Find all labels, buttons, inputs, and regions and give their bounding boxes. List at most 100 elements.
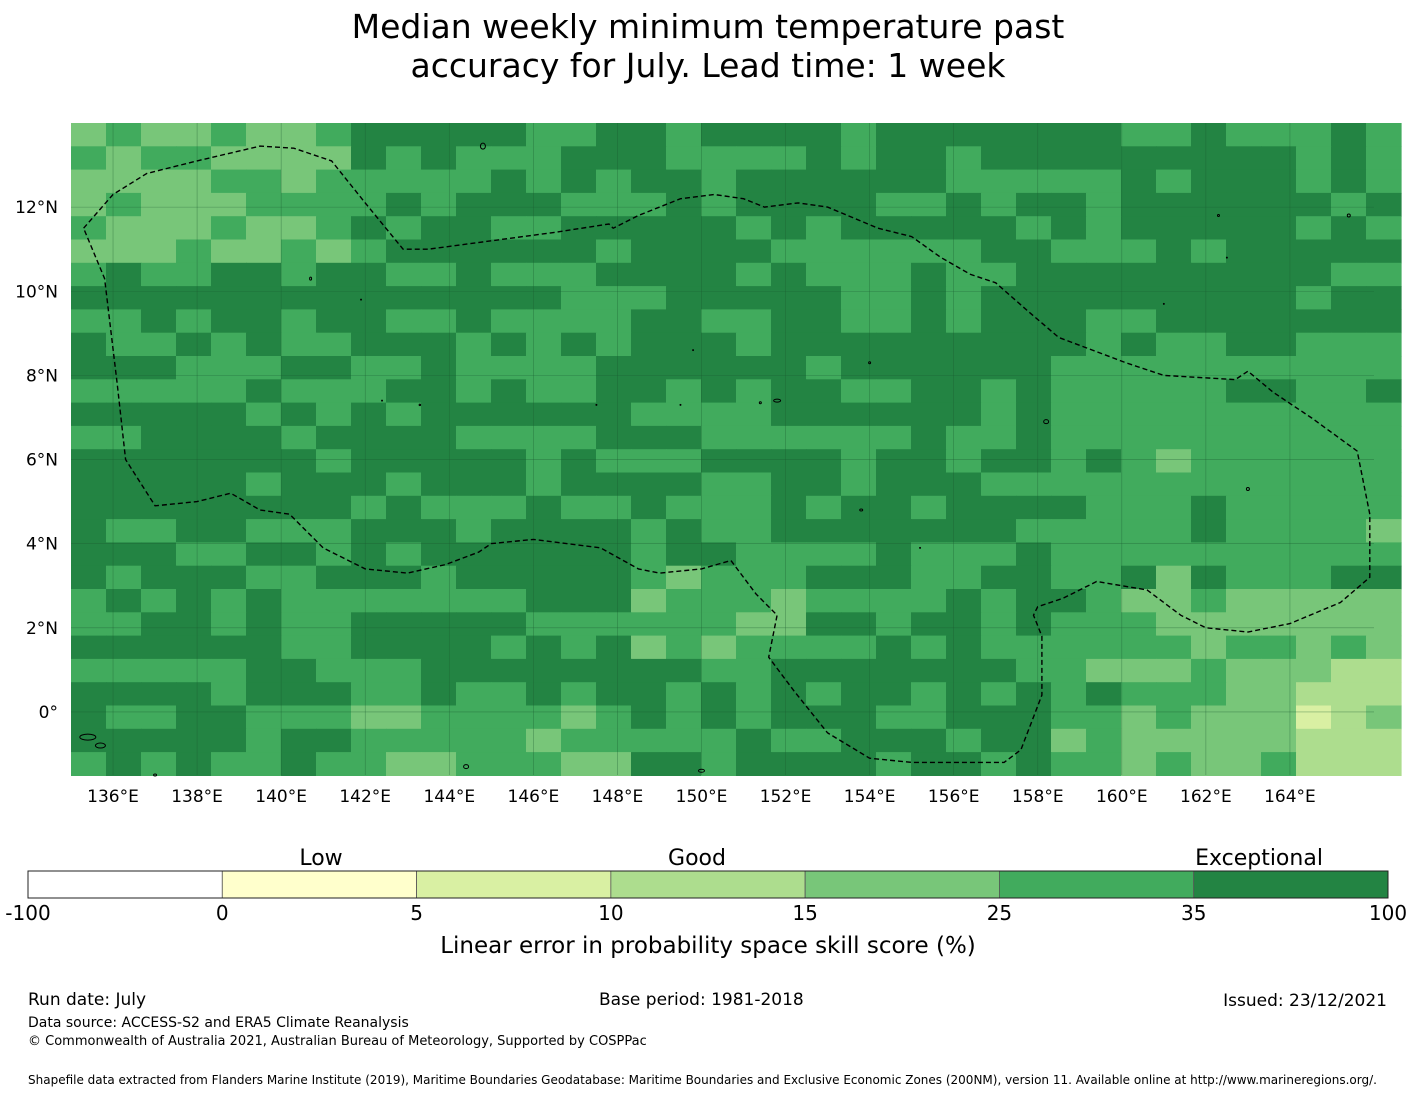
skill-cell (491, 425, 527, 450)
skill-cell (1191, 635, 1227, 660)
skill-cell (71, 472, 107, 497)
skill-cell (106, 589, 142, 613)
skill-cell (211, 356, 247, 380)
skill-cell (281, 379, 317, 404)
skill-cell (71, 589, 107, 613)
skill-cell (106, 612, 142, 637)
skill-cell (176, 612, 212, 637)
skill-cell (1366, 495, 1402, 520)
skill-cell (1016, 635, 1052, 660)
skill-cell (1261, 286, 1297, 310)
skill-cell (1086, 169, 1122, 194)
skill-cell (981, 565, 1017, 590)
skill-cell (1261, 402, 1297, 427)
skill-cell (386, 286, 422, 310)
skill-cell (701, 635, 737, 660)
skill-cell (1086, 425, 1122, 450)
skill-cell (631, 309, 667, 334)
skill-cell (1261, 728, 1297, 753)
skill-cell (386, 752, 422, 776)
skill-cell (351, 589, 387, 613)
colorbar-tick-label: 5 (410, 901, 423, 925)
skill-cell (316, 216, 352, 241)
skill-cell (106, 169, 142, 194)
skill-cell (631, 635, 667, 660)
skill-cell (561, 612, 597, 637)
skill-cell (1016, 262, 1052, 287)
skill-cell (1226, 658, 1262, 683)
skill-cell (351, 635, 387, 660)
skill-cell (771, 728, 807, 753)
skill-cell (736, 682, 772, 707)
skill-cell (71, 752, 107, 776)
skill-cell (1296, 379, 1332, 404)
skill-cell (981, 612, 1017, 637)
longitude-tick-label: 142°E (339, 787, 391, 807)
skill-cell (981, 332, 1017, 357)
skill-cell (351, 402, 387, 427)
skill-cell (176, 379, 212, 404)
skill-cell (1331, 752, 1367, 776)
skill-cell (1261, 495, 1297, 520)
skill-cell (841, 542, 877, 567)
skill-cell (771, 449, 807, 474)
skill-cell (911, 286, 947, 310)
skill-cell (1331, 658, 1367, 683)
skill-cell (1296, 425, 1332, 450)
skill-cell (316, 192, 352, 217)
skill-cell (806, 146, 842, 171)
skill-cell (246, 542, 282, 567)
skill-cell (421, 495, 457, 520)
skill-cell (386, 402, 422, 427)
skill-cell (701, 169, 737, 194)
skill-cell (946, 425, 982, 450)
latitude-tick-label: 4°N (26, 535, 58, 555)
skill-cell (666, 262, 702, 287)
skill-cell (1156, 705, 1192, 730)
skill-cell (386, 239, 422, 264)
skill-cell (141, 612, 177, 637)
skill-cell (1296, 286, 1332, 310)
skill-cell (211, 216, 247, 241)
skill-cell (841, 589, 877, 613)
skill-cell (736, 472, 772, 497)
skill-cell (981, 309, 1017, 334)
skill-cell (946, 519, 982, 543)
skill-grid-cells (71, 123, 1402, 776)
skill-cell (1366, 402, 1402, 427)
skill-cell (1331, 565, 1367, 590)
skill-cell (596, 146, 632, 171)
skill-cell (246, 752, 282, 776)
skill-cell (1191, 472, 1227, 497)
skill-cell (876, 123, 912, 147)
skill-cell (386, 565, 422, 590)
skill-cell (981, 449, 1017, 474)
skill-cell (841, 379, 877, 404)
skill-cell (141, 239, 177, 264)
skill-cell (1226, 728, 1262, 753)
longitude-ticks: 136°E 138°E 140°E 142°E 144°E 146°E 148°E 150°E… (87, 787, 1316, 807)
skill-cell (946, 262, 982, 287)
skill-cell (1296, 682, 1332, 707)
skill-cell (946, 123, 982, 147)
skill-cell (561, 169, 597, 194)
skill-cell (806, 705, 842, 730)
skill-cell (211, 262, 247, 287)
skill-cell (71, 192, 107, 217)
colorbar-tick-label: 100 (1369, 901, 1407, 925)
skill-cell (1086, 286, 1122, 310)
skill-cell (1086, 542, 1122, 567)
skill-cell (421, 356, 457, 380)
skill-cell (456, 216, 492, 241)
skill-cell (1366, 519, 1402, 543)
skill-cell (666, 169, 702, 194)
skill-cell (946, 612, 982, 637)
skill-cell (1261, 262, 1297, 287)
skill-cell (841, 286, 877, 310)
skill-cell (211, 612, 247, 637)
skill-cell (246, 705, 282, 730)
skill-cell (1051, 658, 1087, 683)
skill-cell (456, 332, 492, 357)
skill-cell (456, 495, 492, 520)
skill-cell (701, 216, 737, 241)
